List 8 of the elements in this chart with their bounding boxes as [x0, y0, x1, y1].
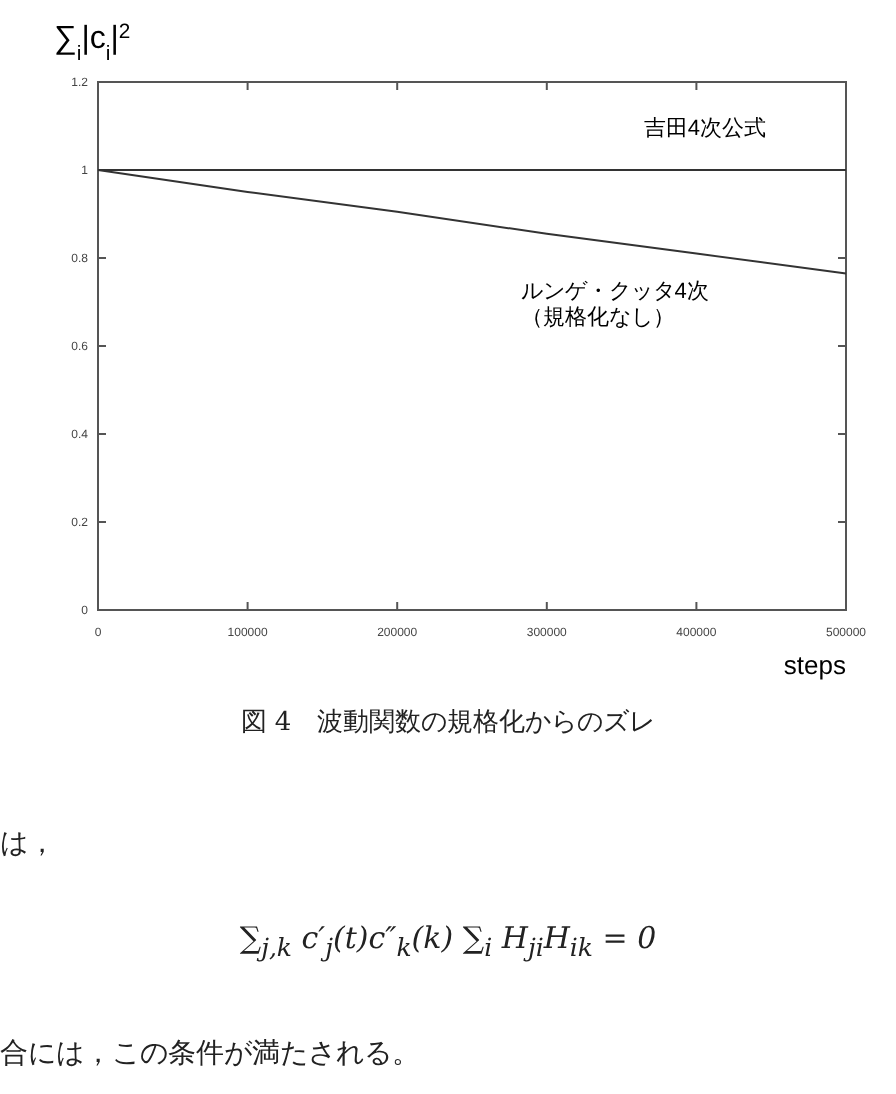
annotation: 図 4 波動関数の規格化からのズレ — [238, 706, 658, 740]
series-label: ルンゲ・クッタ4次（規格化なし） — [520, 279, 709, 330]
series-label: 吉田4次公式 — [643, 114, 766, 141]
annotation: は， — [0, 826, 58, 862]
x-axis-title: steps — [783, 650, 847, 680]
y-axis-title: ∑$_{i}$|c$_{i}$|$^{2}$ — [54, 21, 131, 65]
annotation: 合には，この条件が満たされる。 — [0, 1036, 422, 1072]
annotation: ∑$_{j,k}$ c′$_{j}$(t)c″$_{k}$(k) ∑$_{i}$ H$_{ji}$H$_{ik}$ = 0 — [237, 920, 659, 962]
